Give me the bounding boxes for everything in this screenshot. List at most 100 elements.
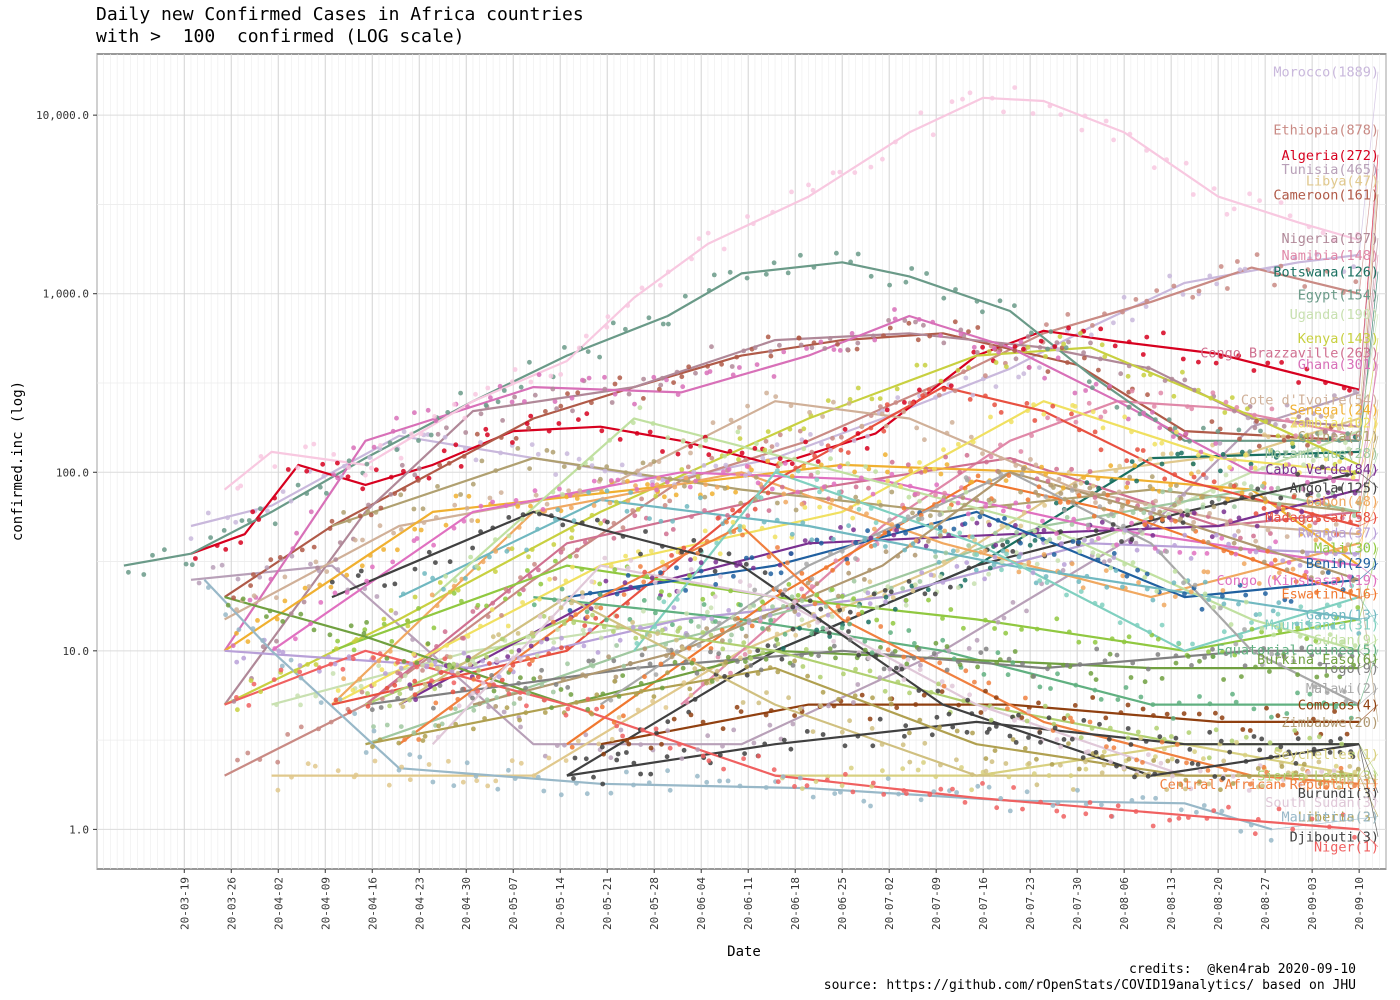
data-point [1150,702,1156,707]
data-point [959,485,964,491]
data-point [350,656,356,662]
data-point [1038,338,1044,344]
data-point [558,372,564,377]
series-label: Malawi(2) [1306,681,1379,697]
series-label: Niger(1) [1314,840,1379,856]
data-point [520,516,525,522]
data-point [162,547,167,553]
data-point [482,716,487,721]
data-point [1279,622,1285,627]
label-leader [1358,254,1379,436]
data-point [451,590,457,596]
data-point [384,656,390,661]
data-point [692,556,698,561]
data-point [852,693,858,699]
data-point [815,459,821,464]
data-point [809,584,815,589]
data-point [659,685,665,691]
data-point [886,530,891,536]
data-point [914,362,920,368]
data-point [381,621,387,627]
data-point [1125,480,1131,486]
data-point [854,346,860,352]
data-point [693,370,698,376]
data-point [791,599,797,605]
data-point [1324,690,1330,695]
data-point [774,517,780,523]
data-point [484,603,489,609]
data-point [1272,282,1277,288]
data-point [1344,472,1350,478]
data-point [795,593,801,598]
series-label: Gabon(13) [1306,607,1379,623]
data-point [752,587,758,593]
data-point [1090,550,1096,556]
data-point [635,468,640,474]
data-point [1237,267,1243,273]
data-point [435,484,440,489]
data-point [251,681,257,687]
data-point [956,441,961,447]
data-point [1316,558,1321,564]
data-point [1341,548,1347,554]
data-point [483,402,489,408]
data-point [1029,330,1034,336]
data-point [856,506,862,512]
data-point [1108,463,1114,469]
series-label: Rwanda(37) [1298,525,1379,541]
data-point [731,529,737,534]
data-point [938,471,944,477]
data-point [1063,345,1069,351]
data-point [957,530,963,536]
data-point [713,559,719,565]
data-point [208,535,214,540]
data-point [1025,497,1031,503]
data-point [998,410,1004,415]
data-point [1026,735,1031,740]
data-point [374,594,380,599]
data-point [541,788,547,794]
data-point [702,494,708,500]
data-point [895,395,901,400]
data-point [709,616,715,622]
data-point [1107,651,1113,657]
data-point [1019,627,1024,632]
data-point [384,685,390,691]
data-point [1172,425,1178,431]
data-point [783,499,789,505]
data-point [1294,621,1300,627]
data-point [768,618,774,623]
data-point [1316,493,1321,498]
data-point [1249,626,1255,632]
data-point [1132,463,1138,468]
series-line [566,510,1360,599]
data-point [986,497,992,503]
data-point [1282,597,1288,603]
data-point [817,489,822,495]
data-point [825,612,831,618]
data-point [989,95,995,101]
data-point [437,683,443,688]
data-point [1151,758,1157,763]
data-point [951,526,957,532]
data-point [471,707,477,713]
data-point [1352,551,1358,557]
label-leader [1358,294,1379,441]
data-point [1043,354,1048,359]
data-point [846,570,852,576]
data-point [1314,674,1320,680]
data-point [1247,728,1253,733]
data-point [1140,352,1146,357]
data-point [1323,429,1328,435]
data-point [1164,711,1170,717]
data-point [517,696,523,701]
data-point [948,383,954,389]
data-point [705,609,710,615]
data-point [1036,700,1041,706]
data-point [681,545,687,551]
data-point [1264,769,1270,775]
series-label: Namibia(148) [1281,248,1379,264]
data-point [523,685,528,691]
data-point [913,582,918,588]
data-point [1084,573,1090,579]
